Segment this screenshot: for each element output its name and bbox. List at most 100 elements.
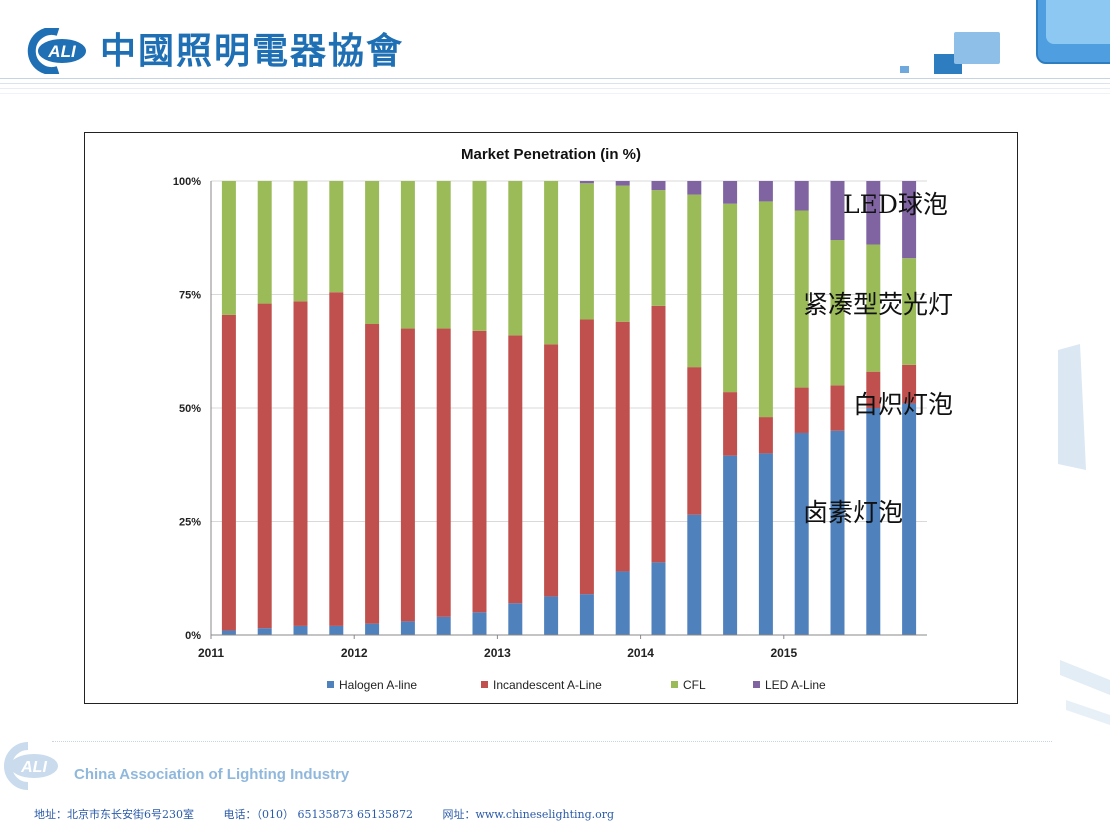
legend-label: Incandescent A-Line	[493, 678, 602, 692]
bar-segment	[902, 403, 917, 635]
header-rule-1	[0, 78, 1110, 79]
bar-segment	[579, 319, 594, 595]
bar-segment	[436, 181, 451, 329]
bar-segment	[544, 344, 559, 597]
x-tick-label: 2011	[198, 646, 224, 660]
bar-segment	[221, 314, 236, 631]
logo-text: ALI	[47, 42, 77, 61]
bar-segment	[866, 181, 881, 245]
bar-segment	[651, 190, 666, 306]
bar-segment	[544, 181, 559, 345]
bar-segment	[257, 628, 272, 635]
bar-segment	[687, 367, 702, 515]
chart-title: Market Penetration (in %)	[461, 146, 641, 163]
bar-segment	[794, 181, 809, 211]
cali-logo-icon: ALI	[27, 28, 86, 74]
chart-panel: Market Penetration (in %) 0% 25% 50% 75% 100…	[84, 132, 1018, 704]
bar-segment	[472, 330, 487, 613]
bar-segment	[830, 385, 845, 431]
bar-segment	[472, 181, 487, 331]
header: ALI 中國照明電器協會	[0, 0, 1110, 100]
bar-segment	[293, 625, 308, 635]
bar-segment	[758, 181, 773, 202]
header-rule-2	[0, 83, 1110, 84]
bar-segment	[723, 181, 738, 204]
square-decoration-icon	[900, 32, 1000, 74]
bar-segment	[615, 321, 630, 572]
footer-divider	[52, 741, 1052, 742]
bar-segment	[758, 417, 773, 454]
legend-label: Halogen A-line	[339, 678, 417, 692]
bar-segment	[221, 181, 236, 315]
bar-segment	[723, 392, 738, 456]
bar-segment	[794, 210, 809, 388]
bar-segment	[508, 335, 523, 604]
bar-segment	[902, 181, 917, 259]
bar-segment	[615, 185, 630, 322]
bar-segment	[687, 181, 702, 195]
bar-segment	[257, 181, 272, 304]
bar-segment	[365, 181, 380, 325]
market-penetration-chart: Market Penetration (in %) 0% 25% 50% 75% 100…	[173, 146, 927, 692]
bar-segment	[293, 181, 308, 302]
bar-segment	[400, 181, 415, 329]
bar-segment	[472, 612, 487, 635]
x-tick-label: 2014	[627, 646, 654, 660]
x-tick-label: 2013	[484, 646, 511, 660]
corner-tab-highlight	[1046, 0, 1110, 44]
y-tick-label: 0%	[185, 630, 201, 642]
annotation-led: LED球泡	[843, 190, 948, 219]
bar-segment	[508, 181, 523, 336]
y-tick-label: 100%	[173, 176, 201, 188]
bar-segment	[723, 203, 738, 393]
bar-segment	[579, 183, 594, 320]
footer-website[interactable]: 网址：www.chineselighting.org	[442, 808, 615, 821]
background-stripe-decoration	[1058, 344, 1110, 725]
bar-segment	[794, 387, 809, 433]
legend-swatch	[753, 681, 760, 688]
y-tick-label: 75%	[179, 290, 201, 302]
bar-segment	[579, 594, 594, 635]
bar-segment	[866, 408, 881, 635]
footer-org-name: China Association of Lighting Industry	[74, 766, 350, 783]
bar-segment	[830, 240, 845, 386]
bar-segment	[400, 621, 415, 635]
bar-segment	[400, 328, 415, 622]
bar-segment	[615, 571, 630, 635]
header-rule-3	[0, 88, 1110, 89]
cali-footer-logo-icon: ALI	[4, 742, 58, 790]
bar-segment	[902, 364, 917, 404]
bar-segment	[436, 328, 451, 617]
bar-segment	[758, 453, 773, 635]
legend-swatch	[327, 681, 334, 688]
annotation-halogen: 卤素灯泡	[803, 498, 904, 527]
org-name-cn: 中國照明電器協會	[100, 30, 405, 72]
bar-segment	[830, 430, 845, 635]
legend-swatch	[671, 681, 678, 688]
bar-segment	[329, 181, 344, 293]
bar-segment	[687, 514, 702, 635]
bar-segment	[615, 181, 630, 186]
bar-segment	[365, 623, 380, 635]
bar-segment	[365, 324, 380, 624]
bar-segment	[221, 630, 236, 635]
bar-segment	[436, 616, 451, 635]
bar-segment	[329, 625, 344, 635]
bar-segment	[866, 244, 881, 372]
header-rule-4	[0, 93, 1110, 94]
footer-logo-text: ALI	[20, 759, 47, 776]
bar-segment	[794, 432, 809, 635]
x-tick-label: 2015	[770, 646, 797, 660]
bar-segment	[651, 181, 666, 191]
y-tick-label: 50%	[179, 403, 201, 415]
bar-segment	[651, 562, 666, 635]
annotation-cfl: 紧凑型荧光灯	[803, 290, 954, 319]
bar-segment	[687, 194, 702, 368]
bar-segment	[651, 305, 666, 563]
footer-phone: 电话：（010） 65135873 65135872	[223, 808, 413, 821]
y-tick-label: 25%	[179, 517, 201, 529]
bar-segment	[293, 301, 308, 626]
annotation-incandescent: 白炽灯泡	[853, 390, 954, 419]
legend-label: LED A-Line	[765, 678, 826, 692]
bar-segment	[544, 596, 559, 635]
